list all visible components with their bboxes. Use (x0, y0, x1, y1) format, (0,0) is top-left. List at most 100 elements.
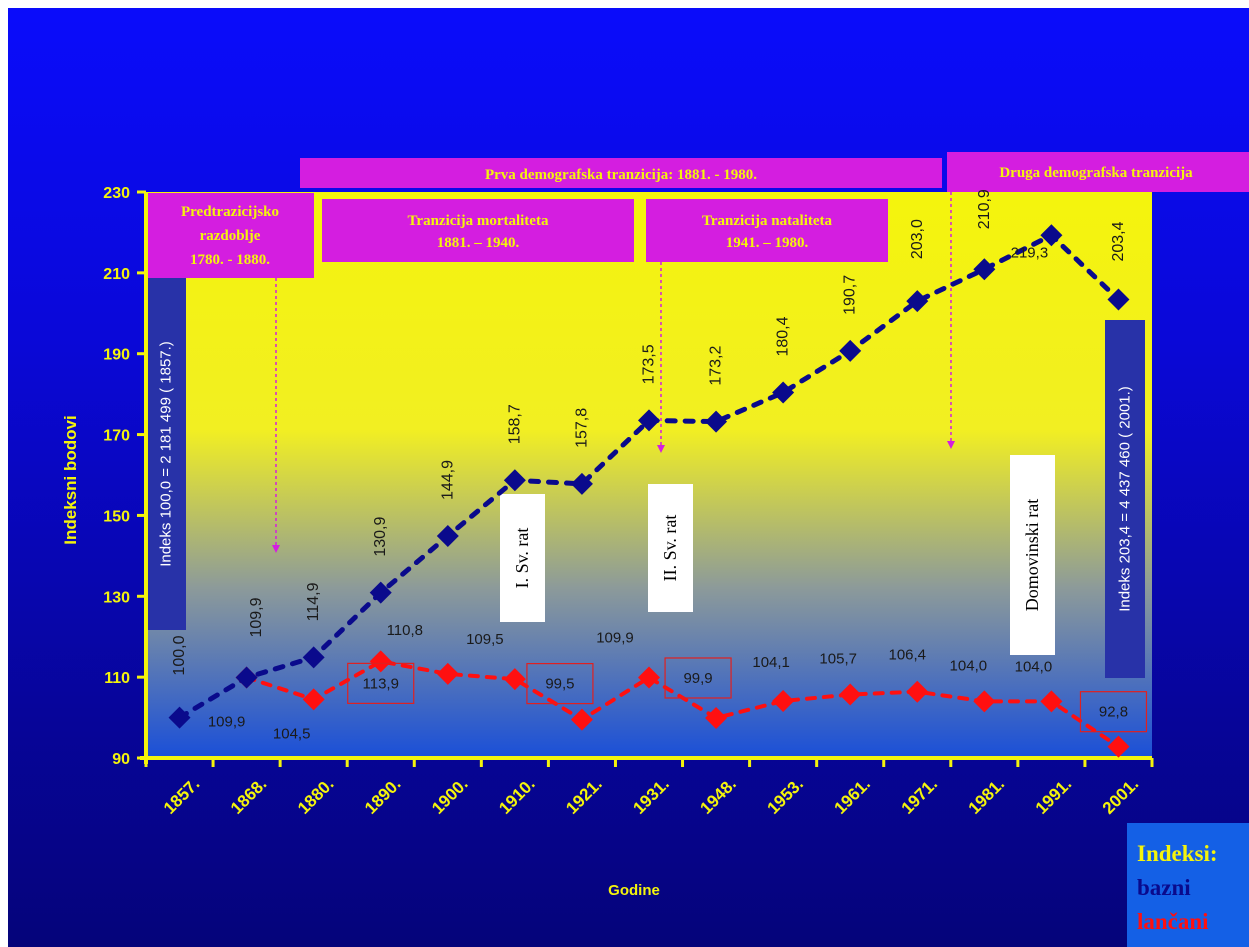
x-tick-label: 1991. (1032, 774, 1076, 818)
annotation-boxes (146, 152, 1249, 678)
bazni-point (638, 409, 660, 432)
bazni-data-label: 190,7 (842, 275, 859, 315)
x-tick-label: 1948. (696, 774, 740, 818)
legend: Indeksi: bazni lančani (1127, 823, 1249, 947)
bazni-data-label: 203,4 (1110, 221, 1127, 261)
series-layer: 109,9 104,5 113,9 110,8 109,5 99,5 109,9 99,9 10… (168, 189, 1148, 758)
lancani-data-label: 110,8 (387, 622, 423, 639)
rat1-box (500, 494, 545, 622)
bazni-data-label: 203,0 (909, 219, 926, 259)
arrow-1880-head (272, 545, 280, 553)
bazni-data-label: 144,9 (439, 460, 456, 500)
x-tick-label: 1868. (227, 774, 271, 818)
indeks2001-label: Indeks 203,4 = 4 437 460 ( 2001.) (1117, 386, 1134, 612)
bazni-data-label: 210,9 (976, 189, 993, 229)
bazni-data-label: 180,4 (775, 316, 792, 356)
prva-banner-label: Prva demografska tranzicija: 1881. - 198… (485, 167, 757, 183)
bazni-point (369, 581, 392, 604)
x-tick-label: 1981. (965, 774, 1009, 818)
lancani-data-label: 104,1 (752, 654, 790, 671)
lancani-data-label: 105,7 (819, 651, 857, 668)
legend-title: Indeksi: (1137, 841, 1218, 866)
x-tick-label: 1857. (160, 774, 204, 818)
bazni-point (168, 706, 191, 729)
predtranzicija-box (146, 193, 314, 278)
bazni-point (570, 472, 593, 495)
y-axis-label: Indeksni bodovi (61, 415, 80, 544)
box-labels: Predtrazicijsko razdoblje 1780. - 1880. Tra… (158, 204, 1134, 612)
legend-lancani: lančani (1137, 909, 1209, 934)
bazni-data-label: 219,3 (1011, 244, 1049, 261)
lancani-label-box (347, 662, 415, 704)
x-axis-label: Godine (608, 882, 660, 899)
lancani-point (705, 706, 728, 729)
bazni-point (1040, 224, 1063, 247)
lancani-data-label: 99,5 (545, 676, 574, 693)
lancani-point (973, 690, 996, 713)
lancani-point (369, 650, 392, 673)
lancani-point (503, 668, 526, 691)
lancani-point (1107, 735, 1130, 758)
rat2-label: II. Sv. rat (660, 515, 680, 582)
x-tick-label: 1931. (629, 774, 673, 818)
predtranzicija-label: Predtrazicijsko (181, 204, 279, 220)
bazni-point (503, 469, 526, 492)
x-tick-label: 1910. (495, 774, 539, 818)
bazni-data-label: 158,7 (506, 404, 523, 444)
x-tick-label: 2001. (1099, 774, 1143, 818)
lancani-data-label: 104,0 (950, 657, 988, 674)
lancani-point (839, 683, 862, 706)
lancani-data-label: 106,4 (888, 647, 926, 664)
bazni-point (436, 525, 459, 548)
bazni-data-label: 173,2 (708, 345, 725, 385)
arrow-1980-head (947, 441, 955, 449)
prva-banner (300, 158, 942, 188)
bazni-point (772, 381, 795, 404)
predtranzicija-label: 1780. - 1880. (190, 252, 270, 268)
x-tick-label: 1880. (294, 774, 338, 818)
y-tick-label: 170 (103, 428, 130, 445)
bazni-point (302, 646, 325, 669)
bazni-data-label: 109,9 (248, 597, 265, 637)
bazni-point (839, 339, 862, 362)
natalitet-label: 1941. – 1980. (726, 235, 809, 251)
lancani-label-box (1079, 691, 1148, 733)
bazni-data-label: 130,9 (372, 517, 389, 557)
lancani-point (570, 708, 593, 731)
y-tick-label: 110 (104, 670, 130, 687)
indeks1857-label: Indeks 100,0 = 2 181 499 ( 1857.) (158, 341, 175, 567)
lancani-data-label: 99,9 (683, 670, 712, 687)
x-tick-label: 1900. (428, 774, 472, 818)
mortalitet-label: 1881. – 1940. (437, 235, 520, 251)
lancani-data-label: 109,9 (208, 714, 246, 731)
mortalitet-label: Tranzicija mortaliteta (408, 213, 549, 229)
predtranzicija-label: razdoblje (200, 228, 261, 244)
y-tick-label: 150 (103, 508, 130, 525)
x-tick-label: 1961. (831, 774, 875, 818)
bazni-point (705, 410, 728, 433)
indeks1857-box (146, 278, 186, 630)
lancani-point (436, 662, 459, 685)
bazni-point (973, 258, 996, 281)
lancani-point (638, 666, 660, 689)
bazni-data-label: 100,0 (171, 635, 188, 675)
bazni-point (906, 290, 929, 313)
bazni-point (235, 666, 258, 689)
rat1-label: I. Sv. rat (512, 528, 532, 589)
lancani-data-label: 109,9 (596, 630, 634, 647)
bazni-point (1107, 288, 1130, 311)
lancani-data-label: 109,5 (466, 631, 504, 648)
druga-banner (947, 152, 1249, 192)
domovinski-label: Domovinski rat (1022, 499, 1042, 612)
lancani-data-label: 104,0 (1015, 658, 1053, 675)
natalitet-box (646, 199, 888, 262)
lancani-label-box (664, 657, 732, 699)
bazni-data-label: 114,9 (305, 582, 322, 621)
lancani-data-label: 104,5 (273, 725, 311, 742)
y-tick-label: 210 (103, 266, 130, 283)
y-tick-label: 90 (112, 751, 130, 768)
bazni-data-label: 173,5 (641, 344, 658, 384)
lancani-point (906, 680, 929, 703)
x-tick-label: 1953. (763, 774, 807, 818)
